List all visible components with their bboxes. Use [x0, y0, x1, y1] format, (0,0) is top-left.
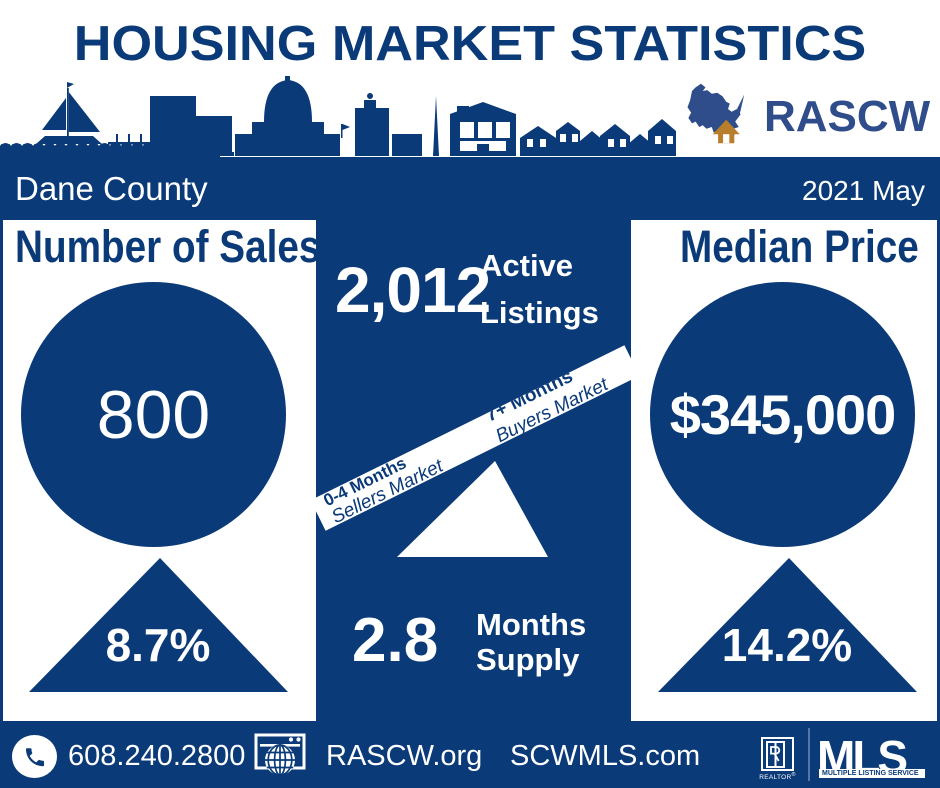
svg-text:14.2%: 14.2% [722, 619, 852, 671]
svg-text:8.7%: 8.7% [106, 619, 211, 671]
